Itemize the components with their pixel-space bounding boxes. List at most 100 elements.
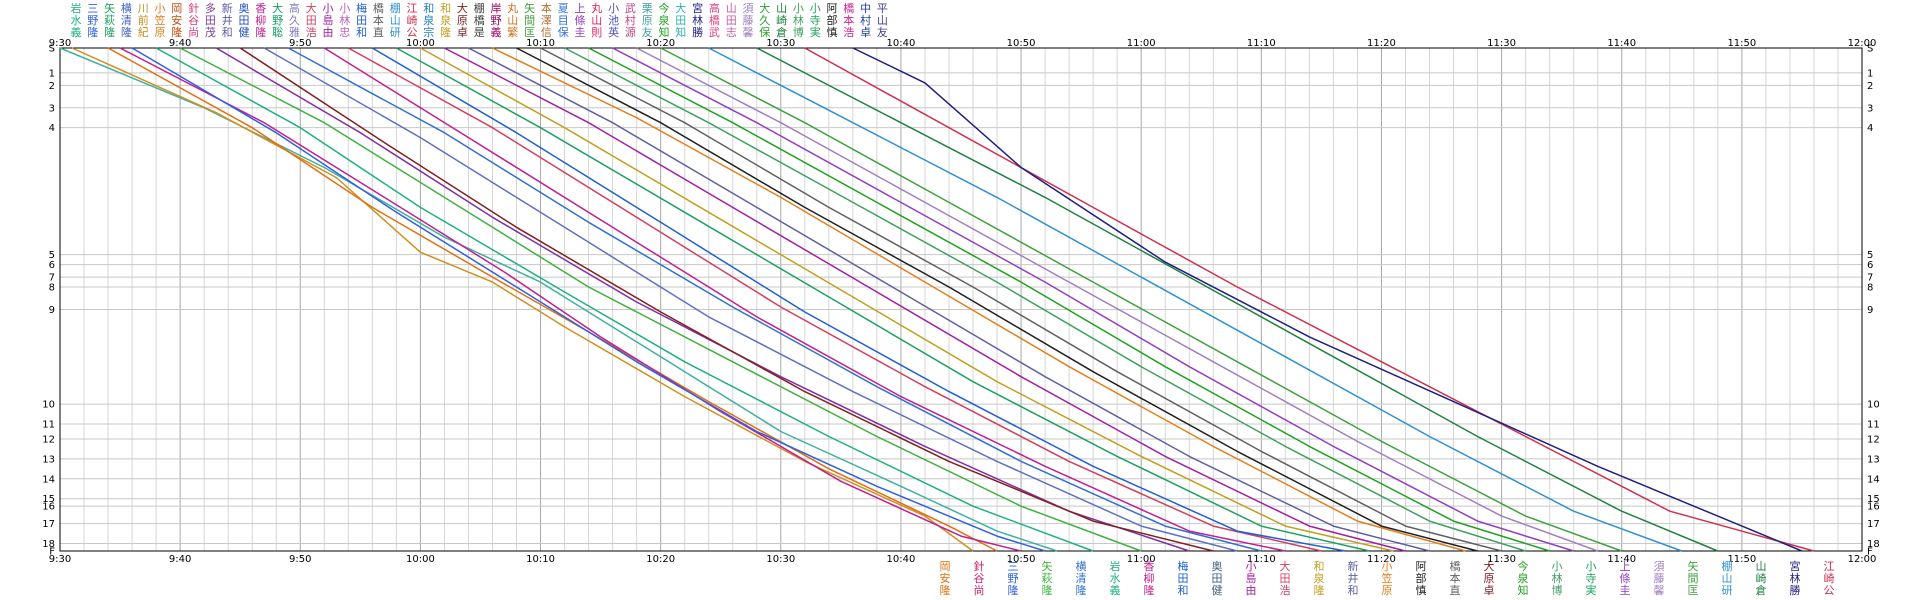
- y-tick-label-right: 18: [1867, 539, 1880, 550]
- series-line-2: [71, 47, 974, 552]
- top-name-char: 大: [272, 1, 283, 15]
- series-line-10: [263, 47, 1238, 552]
- top-name-char: 阿: [827, 2, 838, 15]
- bottom-name-char: 新: [1348, 559, 1359, 573]
- bottom-name-char: 矢: [1688, 559, 1699, 573]
- top-name-char: 間: [524, 14, 535, 27]
- bottom-name-char: 山: [1756, 560, 1767, 573]
- top-name-char: 野: [87, 14, 98, 27]
- top-name-char: 村: [625, 13, 636, 27]
- bottom-name-char: 萩: [1042, 572, 1053, 585]
- bottom-name-char: 井: [1348, 571, 1359, 585]
- top-name-char: 丸: [591, 2, 602, 15]
- top-name-char: 英: [608, 25, 619, 39]
- top-name-char: 岸: [491, 2, 502, 15]
- top-name-char: 井: [222, 13, 233, 27]
- y-tick-label-right: 6: [1867, 260, 1873, 271]
- series-line-25: [636, 47, 1598, 552]
- top-name-char: 健: [239, 26, 250, 39]
- x-tick-label-top: 10:50: [1007, 38, 1036, 49]
- top-name-char: 研: [390, 26, 401, 39]
- top-name-char: 夏: [558, 2, 569, 15]
- series-line-13: [347, 47, 1322, 552]
- y-tick-label-left: 16: [42, 502, 55, 513]
- top-name-char: 泉: [423, 13, 434, 27]
- top-name-char: 友: [877, 25, 888, 39]
- top-name-char: 義: [71, 25, 82, 39]
- top-name-char: 圭: [575, 26, 586, 39]
- x-tick-label-bottom: 10:40: [887, 554, 916, 565]
- top-name-char: 村: [860, 13, 871, 27]
- series-line-27: [708, 47, 1683, 552]
- bottom-name-char: 直: [1450, 583, 1461, 597]
- top-name-char: 本: [541, 1, 552, 15]
- bottom-name-char: 原: [1382, 584, 1393, 597]
- y-tick-label-left: 6: [49, 260, 55, 271]
- top-name-char: 條: [575, 13, 586, 27]
- top-name-char: 林: [339, 13, 350, 27]
- top-name-char: 梅: [356, 1, 367, 15]
- x-tick-label-bottom: 11:20: [1367, 554, 1396, 565]
- y-tick-label-left: 8: [49, 283, 55, 294]
- x-tick-label-bottom: 11:50: [1727, 554, 1756, 565]
- x-tick-label-bottom: 10:50: [1007, 554, 1036, 565]
- bottom-name-char: 公: [1824, 584, 1835, 597]
- bottom-name-char: 隆: [1042, 583, 1053, 597]
- x-tick-label-top: 10:10: [526, 38, 555, 49]
- top-name-char: 勝: [692, 25, 703, 39]
- series-line-15: [396, 47, 1370, 552]
- top-name-char: 和: [356, 26, 367, 39]
- y-tick-label-right: 8: [1867, 283, 1873, 294]
- top-name-char: 谷: [188, 14, 199, 27]
- top-name-char: 須: [743, 2, 754, 15]
- bottom-name-char: 小: [1382, 560, 1393, 573]
- bottom-name-char: 清: [1076, 572, 1087, 585]
- y-tick-label-left: 13: [42, 454, 55, 465]
- top-name-char: 中: [860, 2, 871, 15]
- top-name-char: 則: [591, 26, 602, 39]
- top-name-char: 前: [138, 13, 149, 27]
- series-line-30: [852, 47, 1803, 552]
- y-tick-label-right: 4: [1867, 123, 1873, 134]
- top-name-char: 保: [558, 25, 569, 39]
- top-name-char: 実: [810, 25, 821, 39]
- top-name-char: 多: [205, 1, 216, 15]
- bottom-name-char: 本: [1450, 571, 1461, 585]
- series-line-7: [179, 47, 1142, 552]
- x-tick-label-bottom: 11:10: [1247, 554, 1276, 565]
- top-name-char: 茂: [205, 25, 216, 39]
- top-name-char: 雅: [289, 25, 300, 39]
- top-name-char: 安: [171, 13, 182, 27]
- top-name-char: 田: [726, 14, 737, 27]
- bottom-name-char: 和: [1314, 560, 1325, 573]
- top-name-char: 田: [356, 14, 367, 27]
- bottom-name-char: 博: [1552, 584, 1563, 597]
- top-name-char: 原: [457, 14, 468, 27]
- top-name-char: 山: [507, 14, 518, 27]
- top-name-char: 三: [87, 2, 98, 15]
- bottom-name-char: 安: [940, 571, 951, 585]
- bottom-name-char: 柳: [1144, 571, 1155, 585]
- top-name-char: 小: [155, 2, 166, 15]
- x-tick-label-top: 11:30: [1487, 38, 1516, 49]
- top-name-char: 田: [205, 14, 216, 27]
- bottom-name-char: 林: [1790, 571, 1801, 585]
- y-tick-label-right: 17: [1867, 519, 1880, 530]
- series-line-19: [492, 47, 1466, 552]
- top-name-char: 林: [793, 13, 804, 27]
- top-name-char: 志: [726, 26, 737, 39]
- top-name-char: 浩: [843, 26, 854, 39]
- top-name-char: 澤: [541, 14, 552, 27]
- bottom-name-char: 寺: [1586, 572, 1597, 585]
- top-name-char: 横: [121, 1, 132, 15]
- top-name-char: 林: [692, 13, 703, 27]
- top-name-char: 田: [239, 14, 250, 27]
- bottom-name-char: 須: [1654, 560, 1665, 573]
- series-line-23: [588, 47, 1550, 552]
- y-tick-label-right: F: [1867, 547, 1873, 558]
- series-line-4: [119, 47, 1022, 552]
- y-tick-label-left: 2: [49, 81, 55, 92]
- y-tick-label-right: 11: [1867, 420, 1880, 431]
